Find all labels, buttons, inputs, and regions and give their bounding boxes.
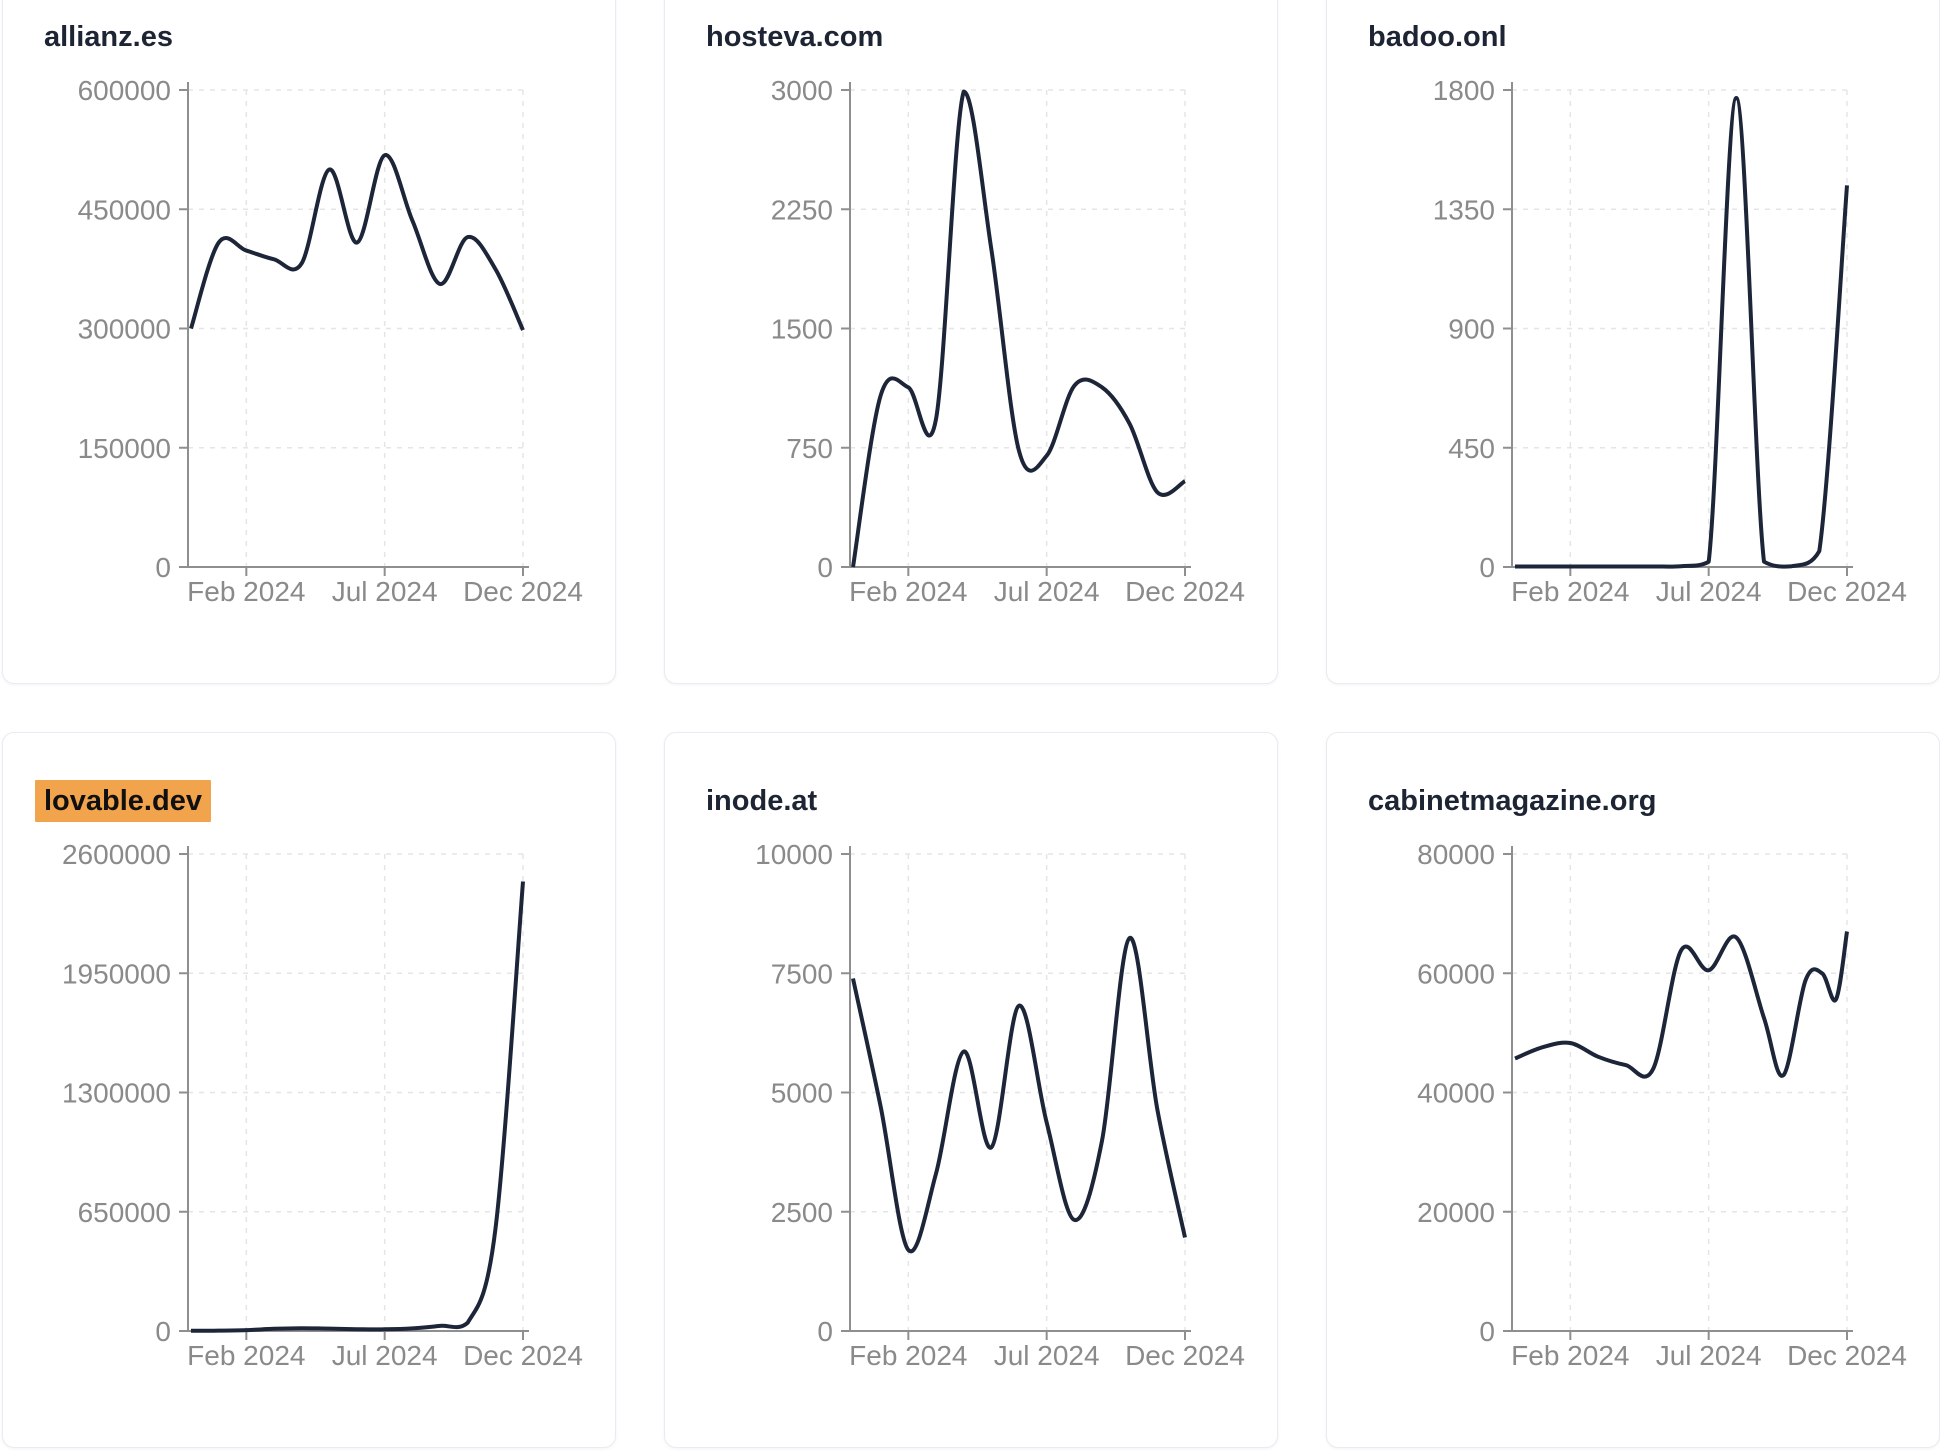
svg-text:450: 450	[1448, 433, 1495, 464]
svg-text:Feb 2024: Feb 2024	[1511, 576, 1629, 607]
svg-text:1500: 1500	[771, 314, 833, 345]
svg-text:1350: 1350	[1433, 194, 1495, 225]
svg-text:Dec 2024: Dec 2024	[463, 1340, 583, 1371]
svg-text:Jul 2024: Jul 2024	[332, 576, 438, 607]
chart-card-badoo: badoo.onl 0 450 900 1350 1800 Feb 2024 Jul 202…	[1326, 0, 1940, 684]
chart-card-lovable: lovable.dev 0 650000 1300000 1950000 2600000…	[2, 732, 616, 1448]
svg-text:Dec 2024: Dec 2024	[1125, 1340, 1245, 1371]
domain-label[interactable]: allianz.es	[44, 21, 173, 53]
svg-text:0: 0	[155, 1316, 171, 1347]
line-chart: 0 150000 300000 450000 600000 Feb 2024 Jul 202…	[78, 75, 583, 607]
svg-text:Feb 2024: Feb 2024	[1511, 1340, 1629, 1371]
svg-text:Jul 2024: Jul 2024	[1656, 576, 1762, 607]
svg-text:3000: 3000	[771, 75, 833, 106]
chart-title: allianz.es	[44, 19, 173, 55]
svg-text:2600000: 2600000	[62, 839, 171, 870]
chart-title: lovable.dev	[35, 780, 211, 822]
svg-text:900: 900	[1448, 314, 1495, 345]
chart-title: badoo.onl	[1368, 19, 1507, 55]
domain-label[interactable]: badoo.onl	[1368, 21, 1507, 53]
chart-title: inode.at	[706, 783, 817, 819]
svg-text:0: 0	[817, 552, 833, 583]
svg-text:2250: 2250	[771, 194, 833, 225]
svg-text:60000: 60000	[1417, 958, 1495, 989]
chart-title: cabinetmagazine.org	[1368, 783, 1656, 819]
svg-text:300000: 300000	[78, 314, 171, 345]
svg-text:Jul 2024: Jul 2024	[994, 576, 1100, 607]
domain-label-highlighted[interactable]: lovable.dev	[35, 780, 211, 822]
svg-text:600000: 600000	[78, 75, 171, 106]
svg-text:20000: 20000	[1417, 1197, 1495, 1228]
svg-text:450000: 450000	[78, 194, 171, 225]
svg-text:1800: 1800	[1433, 75, 1495, 106]
chart-card-hosteva: hosteva.com 0 750 1500 2250 3000 Feb 2024 Jul …	[664, 0, 1278, 684]
chart-title: hosteva.com	[706, 19, 883, 55]
line-chart: 0 450 900 1350 1800 Feb 2024 Jul 2024 Dec 2024	[1433, 75, 1907, 607]
svg-text:0: 0	[1479, 1316, 1495, 1347]
domain-label[interactable]: cabinetmagazine.org	[1368, 785, 1657, 817]
svg-text:80000: 80000	[1417, 839, 1495, 870]
svg-text:Jul 2024: Jul 2024	[994, 1340, 1100, 1371]
line-chart: 0 650000 1300000 1950000 2600000 Feb 2024 Jul …	[62, 839, 583, 1371]
svg-text:0: 0	[1479, 552, 1495, 583]
svg-text:650000: 650000	[78, 1197, 171, 1228]
svg-text:Dec 2024: Dec 2024	[463, 576, 583, 607]
line-chart: 0 20000 40000 60000 80000 Feb 2024 Jul 2024 Dec…	[1417, 839, 1907, 1371]
svg-text:7500: 7500	[771, 958, 833, 989]
svg-text:5000: 5000	[771, 1078, 833, 1109]
svg-text:Feb 2024: Feb 2024	[187, 576, 305, 607]
svg-text:10000: 10000	[755, 839, 833, 870]
svg-text:Dec 2024: Dec 2024	[1125, 576, 1245, 607]
svg-text:1300000: 1300000	[62, 1078, 171, 1109]
svg-text:750: 750	[786, 433, 833, 464]
domain-label[interactable]: inode.at	[706, 785, 818, 817]
svg-text:1950000: 1950000	[62, 958, 171, 989]
svg-text:Dec 2024: Dec 2024	[1787, 1340, 1907, 1371]
svg-text:Feb 2024: Feb 2024	[849, 1340, 967, 1371]
svg-text:Dec 2024: Dec 2024	[1787, 576, 1907, 607]
line-chart: 0 2500 5000 7500 10000 Feb 2024 Jul 2024 Dec 20…	[755, 839, 1245, 1371]
svg-text:Jul 2024: Jul 2024	[332, 1340, 438, 1371]
svg-text:150000: 150000	[78, 433, 171, 464]
svg-text:0: 0	[155, 552, 171, 583]
svg-text:2500: 2500	[771, 1197, 833, 1228]
svg-text:Feb 2024: Feb 2024	[187, 1340, 305, 1371]
chart-card-allianz: allianz.es 0 150000 300000 450000 600000 Feb …	[2, 0, 616, 684]
chart-card-cabinetmagazine: cabinetmagazine.org 0 20000 40000 60000 8000…	[1326, 732, 1940, 1448]
svg-text:Jul 2024: Jul 2024	[1656, 1340, 1762, 1371]
svg-text:0: 0	[817, 1316, 833, 1347]
chart-card-inode: inode.at 0 2500 5000 7500 10000 Feb 2024 Jul 2…	[664, 732, 1278, 1448]
line-chart: 0 750 1500 2250 3000 Feb 2024 Jul 2024 Dec 2024	[771, 75, 1245, 607]
domain-label[interactable]: hosteva.com	[706, 21, 884, 53]
svg-text:40000: 40000	[1417, 1078, 1495, 1109]
svg-text:Feb 2024: Feb 2024	[849, 576, 967, 607]
